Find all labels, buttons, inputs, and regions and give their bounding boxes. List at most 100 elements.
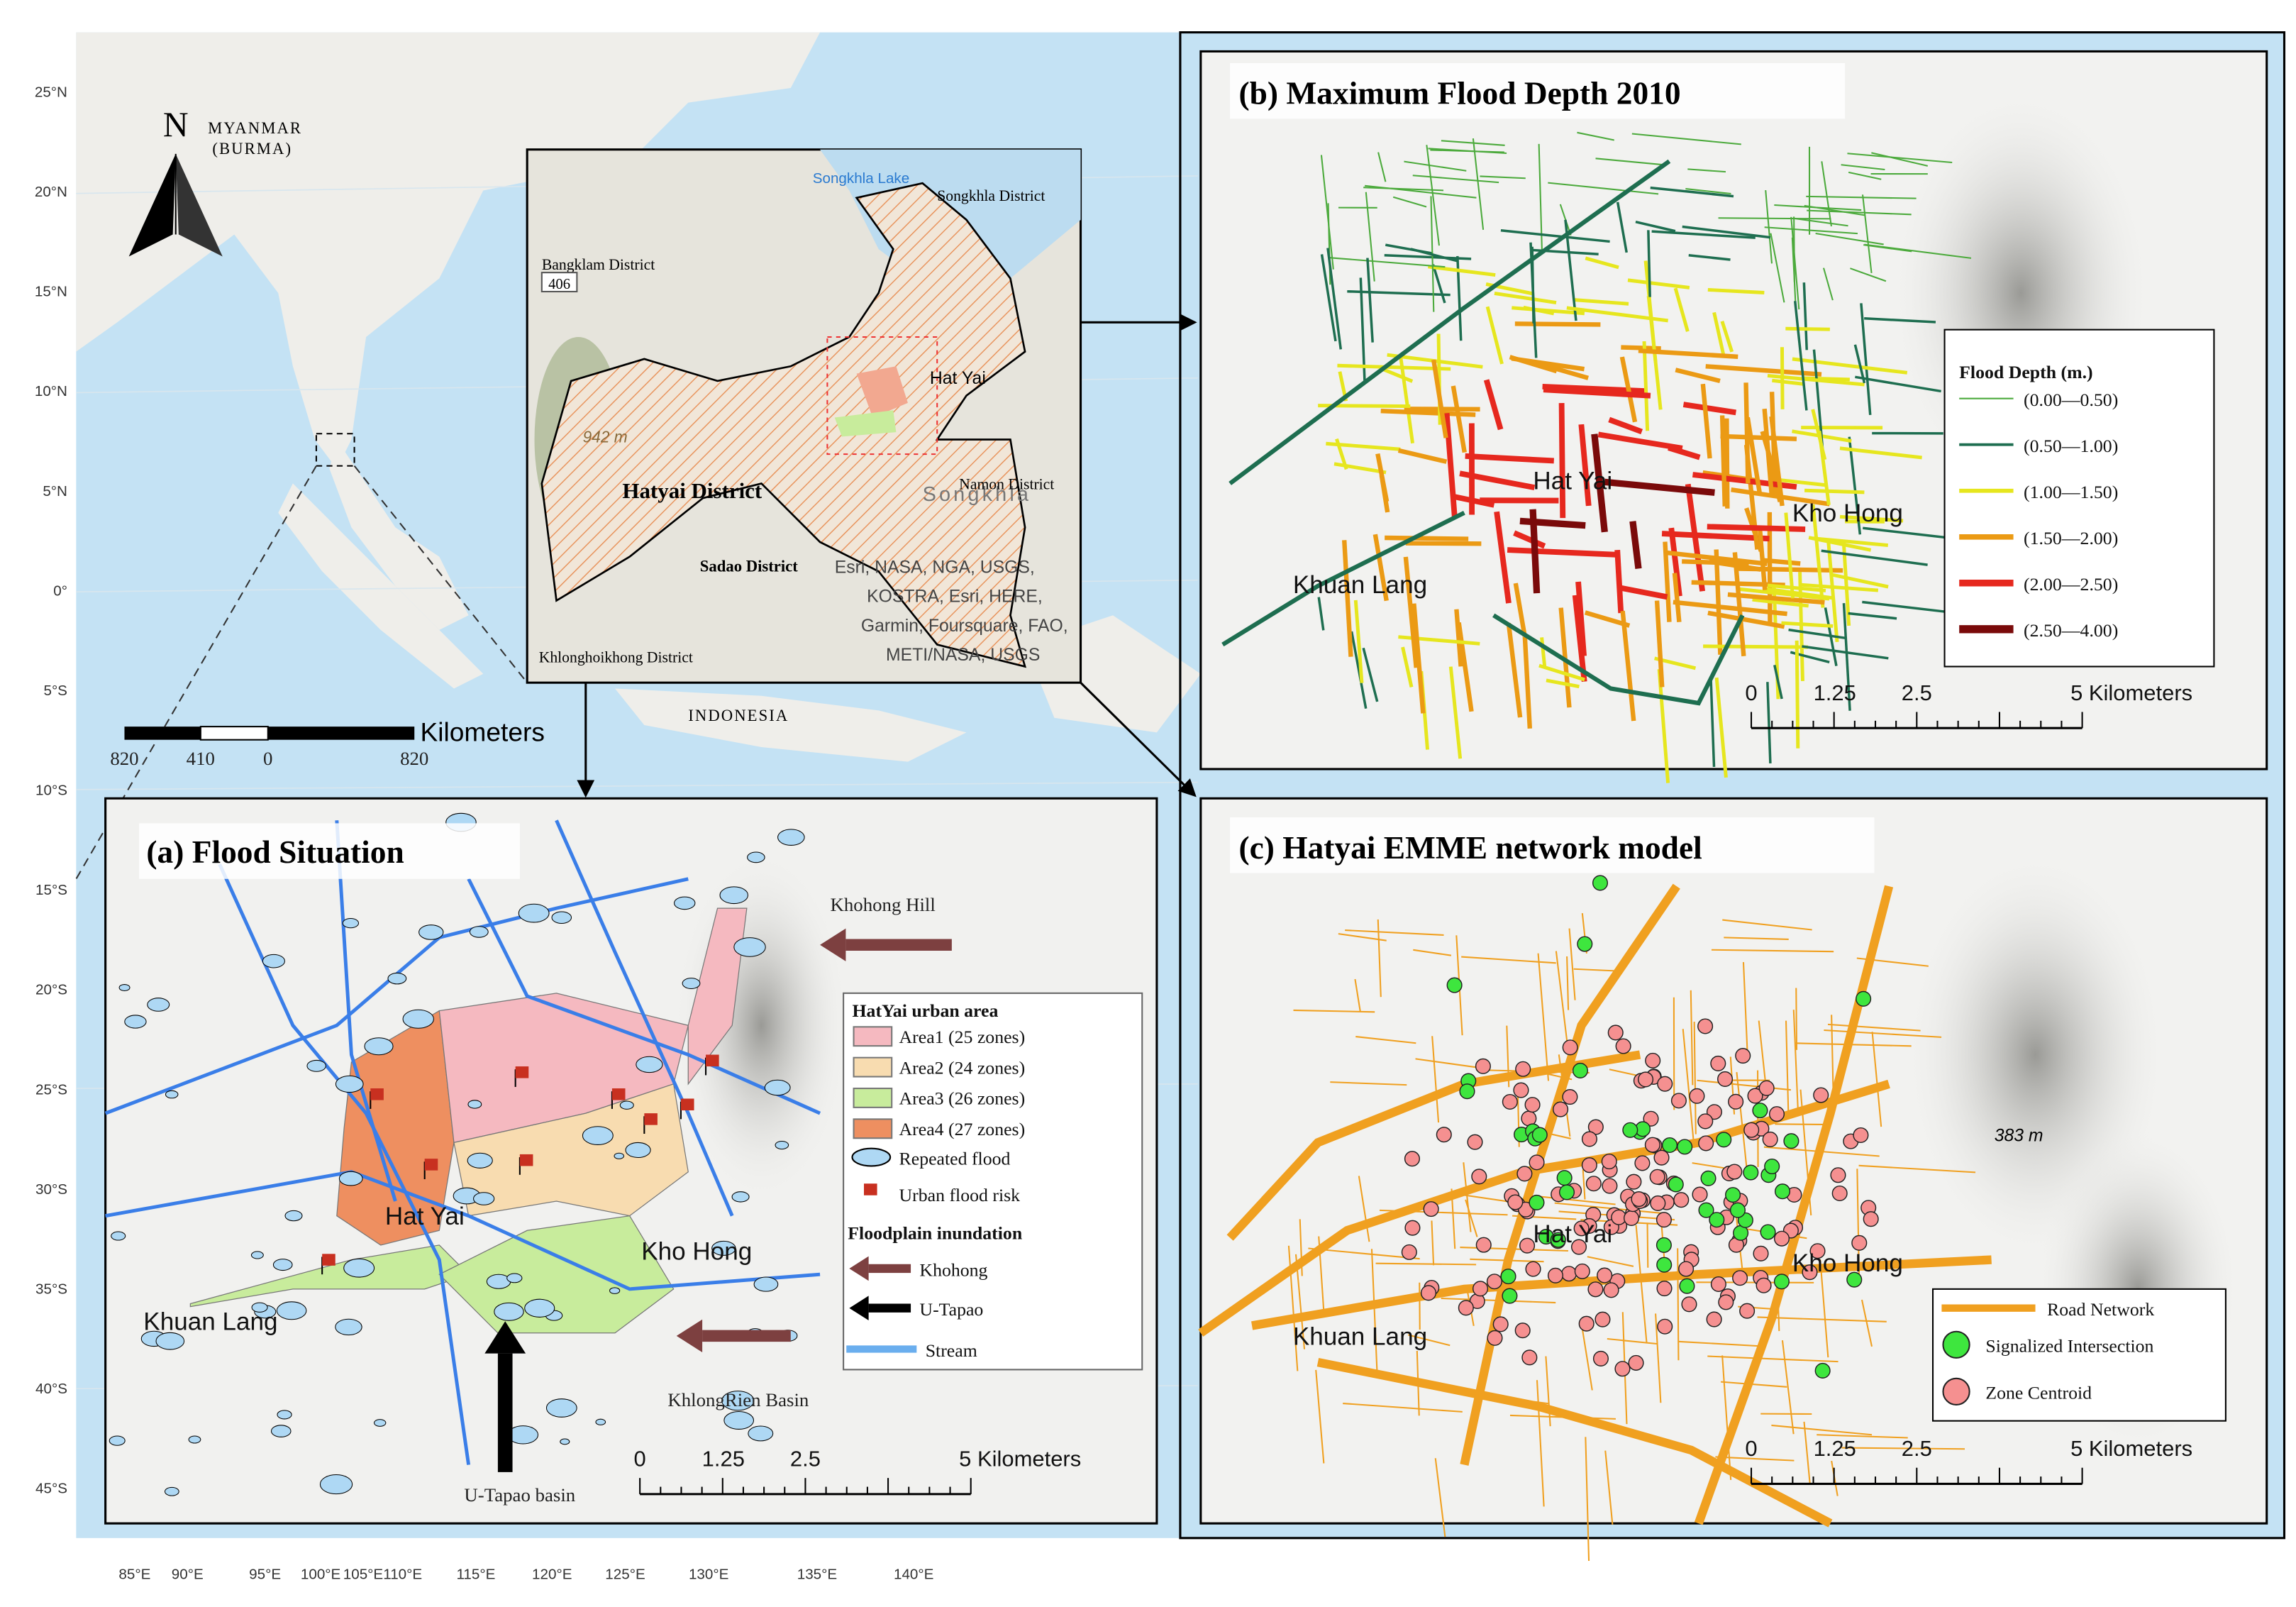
repeated-flood: [719, 886, 748, 905]
road-segment: [1785, 326, 1830, 331]
scale-tick-label: 820: [400, 748, 428, 769]
road-segment: [1384, 254, 1472, 260]
road: [1827, 1023, 1921, 1032]
country-label: (BURMA): [212, 140, 292, 158]
zone-centroid: [1420, 1285, 1437, 1301]
lat-label: 40°S: [35, 1381, 67, 1397]
road-segment: [1529, 509, 1541, 594]
road-segment: [1727, 592, 1825, 605]
road-segment: [1546, 678, 1580, 689]
road-segment: [1720, 321, 1734, 353]
signalized-intersection: [1709, 1212, 1725, 1228]
road-segment: [1682, 402, 1736, 416]
road-segment: [1443, 413, 1458, 519]
signalized-intersection: [1743, 1164, 1759, 1181]
legend-label: Area2 (24 zones): [899, 1057, 1026, 1078]
road-segment: [1861, 194, 1873, 274]
zone-centroid: [1644, 1137, 1660, 1153]
zone-centroid: [1581, 1131, 1598, 1147]
repeated-flood: [614, 1152, 624, 1159]
road: [1711, 949, 1834, 953]
road-segment: [1792, 357, 1908, 375]
road: [1434, 1458, 1446, 1537]
road-segment: [1850, 267, 1887, 282]
road-segment: [1454, 609, 1463, 667]
road-segment: [1682, 559, 1749, 566]
road-segment: [1718, 217, 1831, 220]
urban-area: [687, 907, 748, 1086]
signalized-intersection: [1814, 1362, 1831, 1379]
road-segment: [1802, 645, 1889, 660]
signalized-intersection: [1446, 977, 1463, 993]
flood-risk-flag: [611, 1088, 626, 1100]
zone-centroid: [1706, 1311, 1722, 1327]
road-segment: [1760, 431, 1777, 473]
zone-centroid: [1513, 1082, 1529, 1098]
zone-centroid: [1656, 1212, 1672, 1228]
panel-title: (b) Maximum Flood Depth 2010: [1238, 76, 1680, 111]
road-segment: [1350, 631, 1368, 709]
flood-risk-flag: [370, 1088, 384, 1100]
repeated-flood: [723, 1410, 755, 1430]
place-label: Khuan Lang: [1293, 571, 1427, 599]
zone-centroid: [1657, 1076, 1673, 1092]
zone-centroid: [1681, 1296, 1697, 1313]
signalized-intersection: [1725, 1187, 1741, 1203]
road-segment: [1812, 536, 1889, 547]
road-segment: [1743, 382, 1751, 484]
legend-label: (2.50—4.00): [2024, 620, 2118, 641]
road: [1461, 956, 1556, 964]
signalized-intersection: [1677, 1139, 1693, 1155]
urban-area: [453, 1083, 689, 1217]
stream: [218, 863, 471, 1465]
road: [1451, 1188, 1456, 1249]
road-segment: [1492, 613, 1745, 706]
road: [1587, 1256, 1634, 1267]
place-label: Khohong Hill: [831, 894, 936, 915]
road-segment: [1773, 665, 1783, 700]
arrow-head: [484, 1321, 526, 1354]
road-segment: [1543, 387, 1651, 399]
repeated-flood: [147, 998, 170, 1012]
place-label: Khuan Lang: [1293, 1322, 1427, 1350]
lat-label: 10°S: [35, 783, 67, 799]
road-segment: [1714, 549, 1723, 655]
road-segment: [1585, 256, 1619, 270]
lat-label: 25°S: [35, 1081, 67, 1098]
road: [1465, 1199, 1478, 1237]
inset-label: Hatyai District: [622, 478, 762, 503]
lon-label: 100°E: [301, 1567, 340, 1583]
road: [1226, 1050, 1641, 1241]
road: [1441, 1297, 1556, 1304]
road: [1831, 1015, 1834, 1098]
road-segment: [1385, 535, 1469, 541]
road-segment: [1793, 301, 1808, 411]
repeated-flood: [595, 1418, 606, 1425]
road-segment: [1647, 230, 1651, 297]
road-segment: [1672, 573, 1682, 623]
zone-centroid: [1809, 1243, 1826, 1259]
signalized-intersection: [1592, 875, 1609, 891]
road: [1635, 1225, 1648, 1344]
road: [1775, 1123, 1824, 1125]
road: [1803, 1421, 1811, 1484]
legend-label: (1.00—1.50): [2024, 482, 2118, 502]
legend-label: (0.00—0.50): [2024, 390, 2118, 410]
road: [1763, 1146, 1880, 1157]
zone-centroid: [1717, 1071, 1734, 1087]
signalized-intersection: [1700, 1170, 1717, 1186]
road: [1871, 1032, 1882, 1127]
road-segment: [1392, 196, 1427, 208]
zone-centroid: [1718, 1294, 1734, 1310]
repeated-flood: [494, 1302, 524, 1321]
road-segment: [1540, 637, 1547, 668]
attribution: METI/NASA, USGS: [886, 646, 1040, 665]
zone-centroid: [1758, 1080, 1775, 1096]
zone-centroid: [1831, 1185, 1848, 1202]
road-segment: [1363, 187, 1444, 192]
panel-title: (c) Hatyai EMME network model: [1238, 830, 1702, 866]
road-segment: [1538, 663, 1585, 682]
zone-centroid: [1547, 1267, 1564, 1283]
zone-centroid: [1650, 1195, 1666, 1212]
road-segment: [1688, 253, 1731, 261]
